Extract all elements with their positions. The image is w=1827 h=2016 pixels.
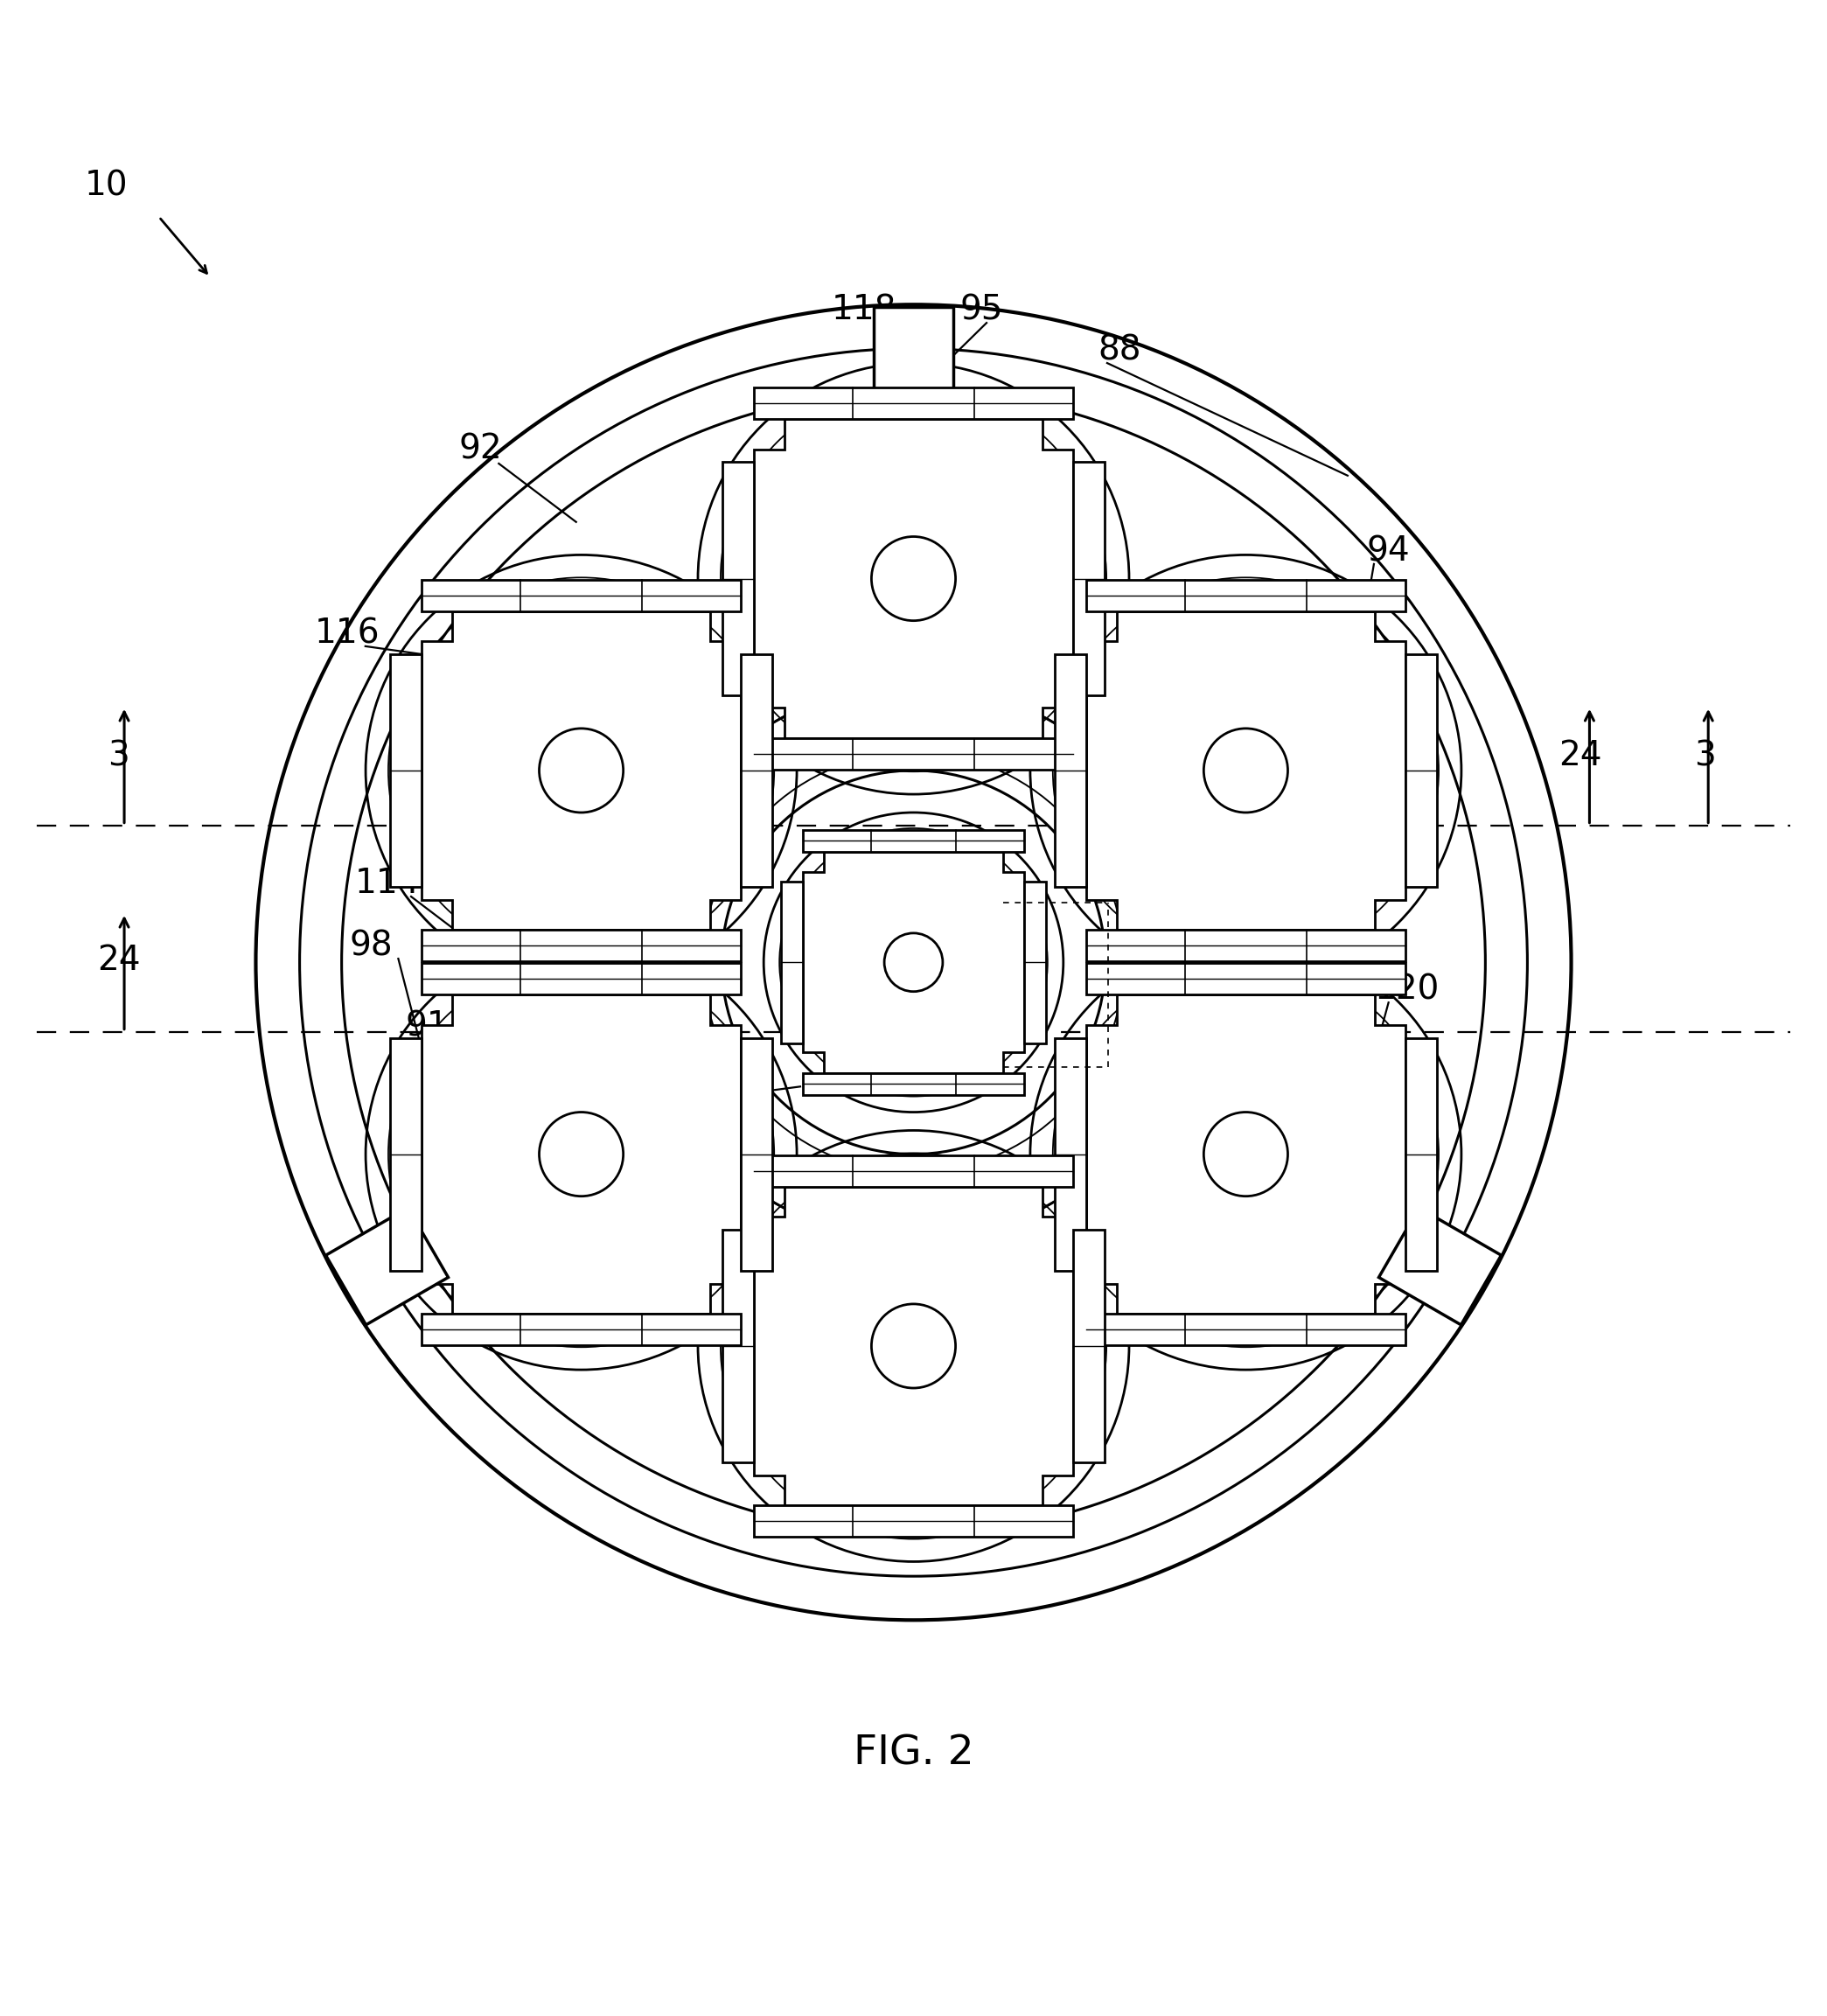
- Circle shape: [884, 933, 943, 992]
- Polygon shape: [873, 306, 954, 401]
- Text: 98: 98: [349, 929, 393, 962]
- Text: 3: 3: [108, 740, 130, 772]
- Text: FIG. 2: FIG. 2: [853, 1734, 974, 1774]
- Bar: [422, 1314, 740, 1345]
- Polygon shape: [1087, 611, 1405, 929]
- Text: 114: 114: [354, 867, 420, 901]
- Text: 90: 90: [941, 1181, 985, 1214]
- Bar: [1054, 653, 1087, 887]
- Polygon shape: [422, 994, 740, 1314]
- Text: 3: 3: [1694, 740, 1716, 772]
- Bar: [1124, 933, 1142, 992]
- Bar: [755, 1155, 1072, 1187]
- Bar: [755, 738, 1072, 770]
- Text: 24: 24: [97, 943, 141, 978]
- Bar: [723, 1230, 755, 1462]
- Circle shape: [539, 728, 623, 812]
- Text: 10: 10: [84, 169, 128, 202]
- Polygon shape: [802, 851, 1025, 1073]
- Bar: [1087, 929, 1405, 962]
- Bar: [422, 964, 740, 994]
- Circle shape: [871, 1304, 956, 1389]
- Bar: [1072, 1230, 1104, 1462]
- Bar: [1025, 881, 1047, 1042]
- Bar: [723, 462, 755, 696]
- Bar: [1087, 581, 1405, 611]
- Bar: [1087, 1314, 1405, 1345]
- Circle shape: [1204, 1113, 1288, 1195]
- Bar: [422, 581, 740, 611]
- Text: 100: 100: [413, 1052, 479, 1085]
- Text: 95: 95: [959, 294, 1003, 327]
- Text: 116: 116: [314, 617, 380, 649]
- Bar: [740, 653, 773, 887]
- Text: 102: 102: [464, 1095, 530, 1127]
- Bar: [685, 933, 703, 992]
- Text: 94: 94: [1367, 534, 1410, 569]
- Text: 118: 118: [831, 294, 897, 327]
- Bar: [1405, 653, 1436, 887]
- Circle shape: [871, 536, 956, 621]
- Polygon shape: [1087, 994, 1405, 1314]
- Circle shape: [256, 304, 1571, 1621]
- Bar: [391, 1038, 422, 1270]
- Bar: [755, 387, 1072, 419]
- Bar: [1087, 964, 1405, 994]
- Circle shape: [1204, 728, 1288, 812]
- Bar: [1405, 1038, 1436, 1270]
- Polygon shape: [422, 611, 740, 929]
- Polygon shape: [755, 419, 1072, 738]
- Text: 24: 24: [1558, 740, 1602, 772]
- Bar: [740, 1038, 773, 1270]
- Bar: [391, 653, 422, 887]
- Bar: [422, 929, 740, 962]
- Bar: [1072, 462, 1104, 696]
- Text: 92: 92: [459, 431, 502, 466]
- Bar: [802, 831, 1025, 851]
- Bar: [755, 1506, 1072, 1536]
- Text: 91: 91: [406, 1010, 449, 1042]
- Text: 88: 88: [1098, 333, 1142, 367]
- Polygon shape: [325, 1208, 448, 1325]
- Bar: [1054, 1038, 1087, 1270]
- Polygon shape: [1379, 1208, 1502, 1325]
- Text: 120: 120: [1374, 974, 1440, 1006]
- Circle shape: [539, 1113, 623, 1195]
- Text: 110: 110: [616, 1181, 681, 1214]
- Polygon shape: [755, 1187, 1072, 1506]
- Bar: [802, 1073, 1025, 1095]
- Bar: [780, 881, 802, 1042]
- Text: 93: 93: [1352, 1024, 1396, 1058]
